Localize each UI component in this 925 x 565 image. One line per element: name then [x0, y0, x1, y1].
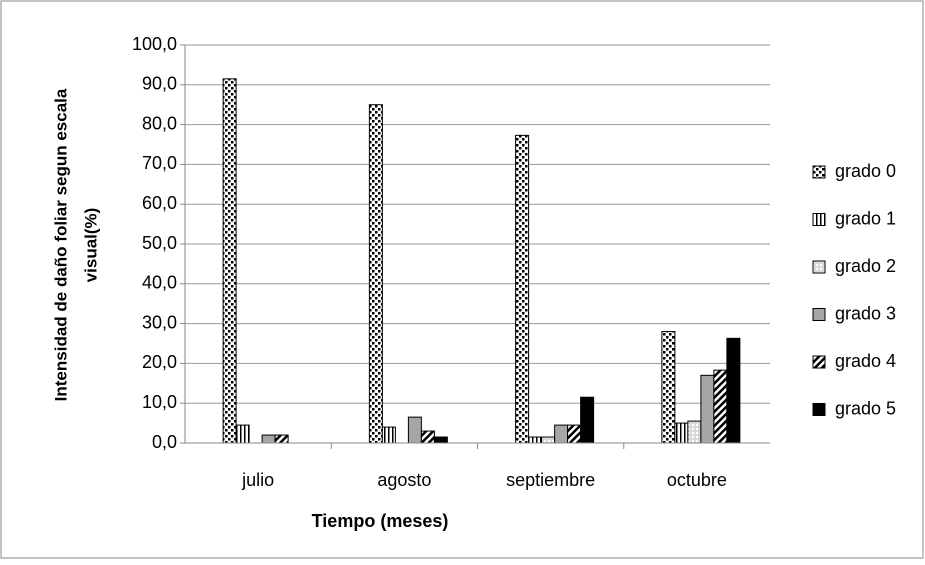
legend-label: grado 0: [835, 161, 896, 181]
legend-label: grado 5: [835, 398, 896, 418]
legend-label: grado 1: [835, 208, 896, 228]
bar: [661, 331, 676, 444]
x-tick-label: julio: [241, 470, 274, 490]
y-tick-label: 20,0: [142, 352, 177, 372]
bar: [407, 416, 422, 444]
y-tick-label: 90,0: [142, 74, 177, 94]
bar: [433, 436, 448, 444]
bar: [580, 396, 595, 444]
bar: [381, 426, 396, 444]
bar: [726, 337, 741, 444]
y-tick-label: 80,0: [142, 113, 177, 133]
bar: [515, 134, 530, 444]
legend-swatch: [812, 165, 826, 179]
bar: [674, 422, 689, 444]
x-tick-label: septiembre: [506, 470, 595, 490]
bar: [554, 424, 569, 444]
bar: [567, 424, 582, 444]
legend-swatch: [812, 260, 826, 274]
bar: [687, 420, 702, 444]
legend-swatch: [812, 403, 826, 416]
legend-swatch: [812, 355, 826, 369]
bar: [235, 424, 250, 444]
legend-label: grado 4: [835, 351, 896, 371]
x-tick-label: agosto: [377, 470, 431, 490]
bar: [222, 78, 237, 444]
y-tick-label: 100,0: [132, 34, 177, 54]
y-axis-title: Intensidad de daño foliar segun escala v…: [51, 88, 100, 401]
legend-label: grado 2: [835, 256, 896, 276]
legend-swatch: [812, 308, 826, 321]
bar: [528, 436, 543, 444]
bar: [261, 434, 276, 444]
legend-swatch: [812, 213, 826, 226]
x-tick-label: octubre: [667, 470, 727, 490]
legend-label: grado 3: [835, 303, 896, 323]
y-axis-title-line: Intensidad de daño foliar segun escala: [51, 88, 70, 401]
x-axis-title: Tiempo (meses): [312, 511, 449, 531]
bar: [420, 430, 435, 444]
y-tick-label: 40,0: [142, 273, 177, 293]
bar: [541, 436, 556, 444]
y-tick-label: 50,0: [142, 233, 177, 253]
y-axis-title-line: visual(%): [81, 208, 100, 283]
y-tick-label: 70,0: [142, 153, 177, 173]
y-tick-label: 0,0: [152, 432, 177, 452]
y-tick-label: 30,0: [142, 312, 177, 332]
bar: [700, 374, 715, 444]
bar: [713, 369, 728, 444]
y-tick-label: 60,0: [142, 193, 177, 213]
bar: [368, 104, 383, 444]
bar: [274, 434, 289, 444]
y-tick-label: 10,0: [142, 392, 177, 412]
